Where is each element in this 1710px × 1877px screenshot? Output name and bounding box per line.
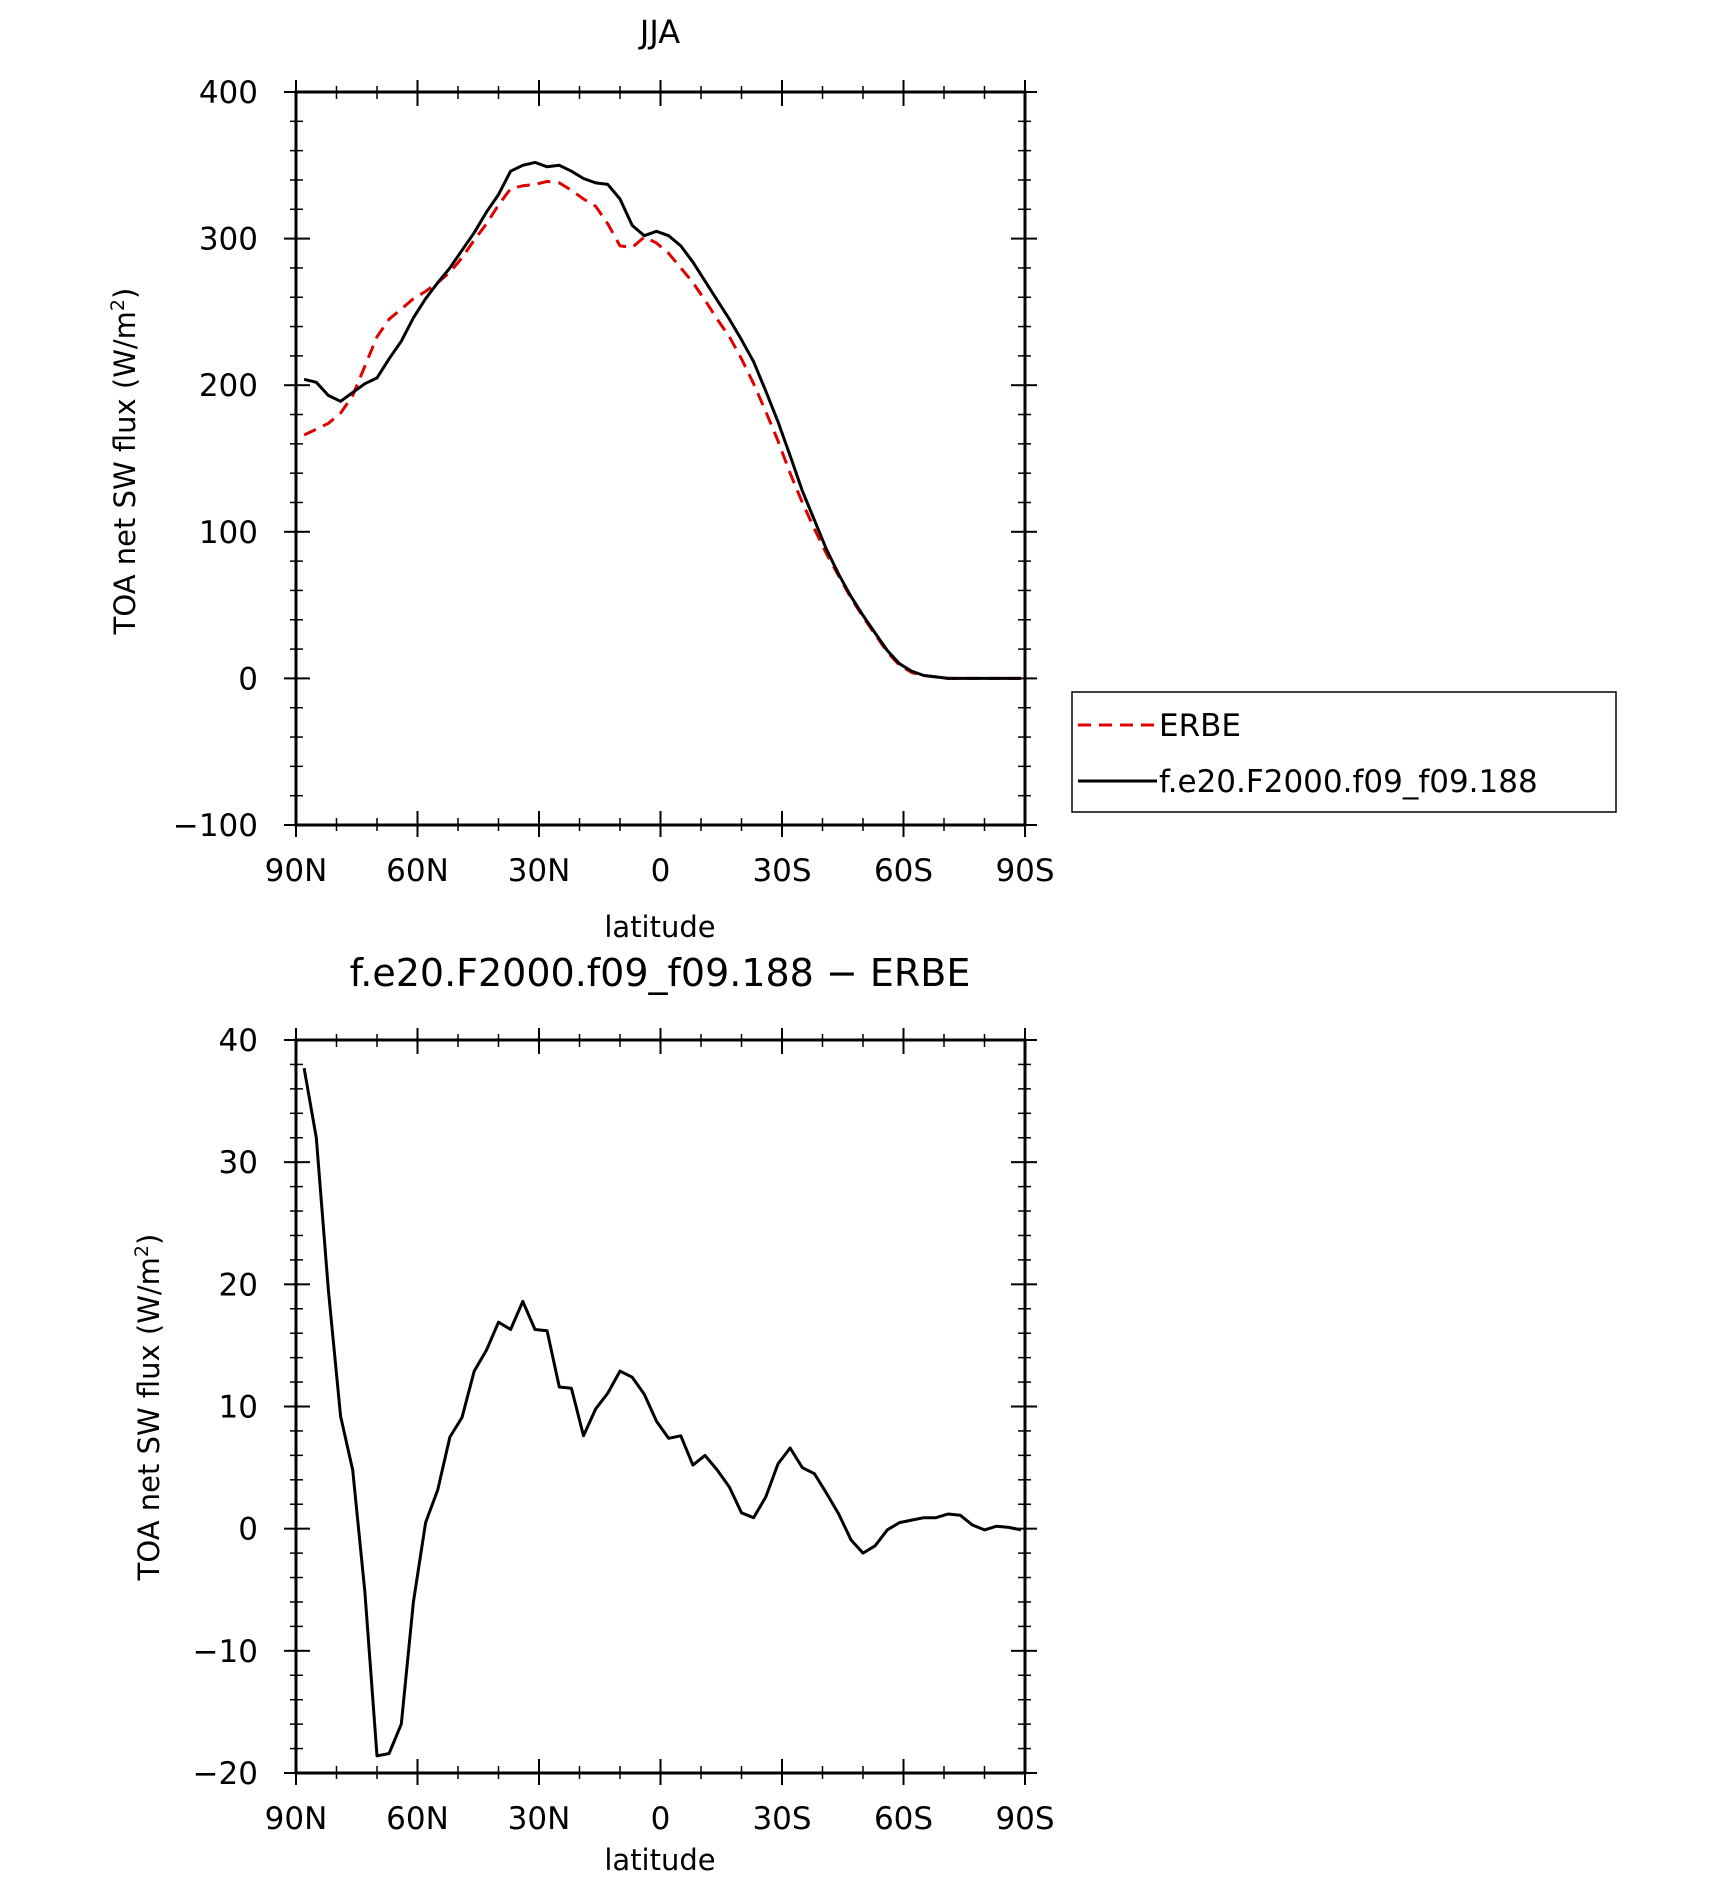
panel-difference: f.e20.F2000.f09_f09.188 − ERBE TOA net S… <box>131 951 1055 1877</box>
panel-jja: JJA TOA net SW flux (W/m2) latitude 90N 6… <box>107 13 1055 944</box>
x-tick-label: 90N <box>265 1801 328 1837</box>
x-tick-label: 60N <box>386 1801 449 1837</box>
tick-marks <box>284 1028 1037 1785</box>
series-line-0 <box>302 1067 1022 1758</box>
y-tick-label: 30 <box>219 1145 258 1181</box>
y-tick-label: 100 <box>199 515 258 551</box>
x-axis-label: latitude <box>604 910 715 944</box>
x-tick-labels: 90N 60N 30N 0 30S 60S 90S <box>265 1801 1055 1837</box>
series-line-0 <box>303 179 1021 680</box>
legend: ERBE f.e20.F2000.f09_f09.188 <box>1071 691 1617 813</box>
x-axis-label: latitude <box>604 1843 715 1877</box>
y-axis-label: TOA net SW flux (W/m2) <box>107 288 142 636</box>
plot-frame <box>294 1038 1027 1775</box>
y-tick-label: −20 <box>193 1756 258 1792</box>
y-tick-label: 0 <box>238 1512 258 1548</box>
x-tick-label: 60N <box>386 853 449 889</box>
legend-box <box>1071 691 1617 813</box>
y-tick-label: 20 <box>219 1267 258 1303</box>
y-tick-label: 200 <box>199 368 258 404</box>
x-tick-label: 30S <box>752 853 811 889</box>
y-tick-label: 300 <box>199 222 258 258</box>
legend-label-model: f.e20.F2000.f09_f09.188 <box>1159 764 1538 800</box>
series-line-1 <box>303 160 1021 680</box>
series-lines <box>302 1067 1022 1758</box>
legend-label-erbe: ERBE <box>1159 708 1241 744</box>
y-axis-label: TOA net SW flux (W/m2) <box>131 1234 166 1582</box>
y-tick-label: −100 <box>173 808 258 844</box>
chart-title-difference: f.e20.F2000.f09_f09.188 − ERBE <box>350 951 971 995</box>
y-tick-label: 0 <box>238 661 258 697</box>
x-tick-label: 60S <box>874 1801 933 1837</box>
series-lines <box>303 160 1021 680</box>
plot-frame <box>294 90 1027 827</box>
x-tick-label: 0 <box>651 1801 671 1837</box>
y-tick-label: −10 <box>193 1634 258 1670</box>
y-tick-labels: −100 0 100 200 300 400 <box>173 75 258 844</box>
x-tick-label: 90S <box>995 1801 1054 1837</box>
y-tick-label: 40 <box>219 1023 258 1059</box>
x-tick-label: 30N <box>508 1801 571 1837</box>
x-tick-labels: 90N 60N 30N 0 30S 60S 90S <box>265 853 1055 889</box>
x-tick-label: 30S <box>752 1801 811 1837</box>
y-tick-labels: −20 −10 0 10 20 30 40 <box>193 1023 258 1792</box>
x-tick-label: 0 <box>651 853 671 889</box>
x-tick-label: 90S <box>995 853 1054 889</box>
tick-marks <box>284 80 1037 837</box>
x-tick-label: 30N <box>508 853 571 889</box>
x-tick-label: 90N <box>265 853 328 889</box>
x-tick-label: 60S <box>874 853 933 889</box>
chart-title: JJA <box>638 13 680 51</box>
y-tick-label: 10 <box>219 1390 258 1426</box>
y-tick-label: 400 <box>199 75 258 111</box>
